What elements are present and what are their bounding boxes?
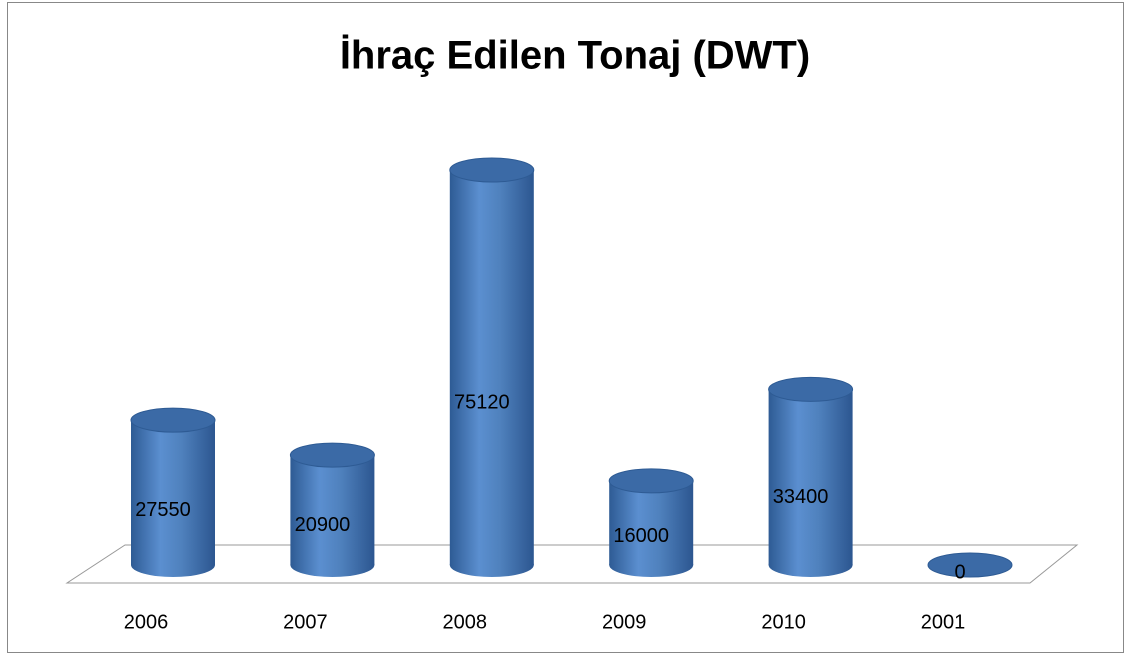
x-tick-label: 2007 [283, 611, 328, 633]
x-tick-label: 2006 [124, 611, 169, 633]
bar-top [927, 552, 1013, 578]
bar [768, 376, 854, 577]
bar-body [131, 420, 215, 565]
bar-top [449, 157, 535, 183]
bar-top [768, 376, 854, 402]
bar [608, 468, 694, 577]
x-tick-label: 2008 [443, 611, 488, 633]
bar [449, 157, 535, 577]
data-label: 33400 [773, 486, 829, 508]
bar [130, 407, 216, 577]
bar [927, 552, 1013, 578]
x-tick-label: 2010 [761, 611, 806, 633]
bar-body [290, 455, 375, 565]
data-label: 16000 [613, 525, 669, 547]
x-tick-label: 2009 [602, 611, 647, 633]
data-label: 27550 [135, 499, 191, 521]
bar-body [609, 480, 694, 565]
data-label: 0 [954, 561, 965, 583]
bar-top [289, 442, 375, 468]
bar-top [130, 407, 216, 433]
data-label: 75120 [454, 391, 510, 413]
bar [289, 442, 375, 577]
floor [65, 544, 1079, 584]
chart-title: İhraç Edilen Tonaj (DWT) [340, 34, 810, 78]
bar-body [768, 389, 853, 565]
x-tick-label: 2001 [921, 611, 966, 633]
data-label: 20900 [295, 514, 351, 536]
bar-body [449, 170, 534, 565]
bar-top [608, 468, 694, 494]
